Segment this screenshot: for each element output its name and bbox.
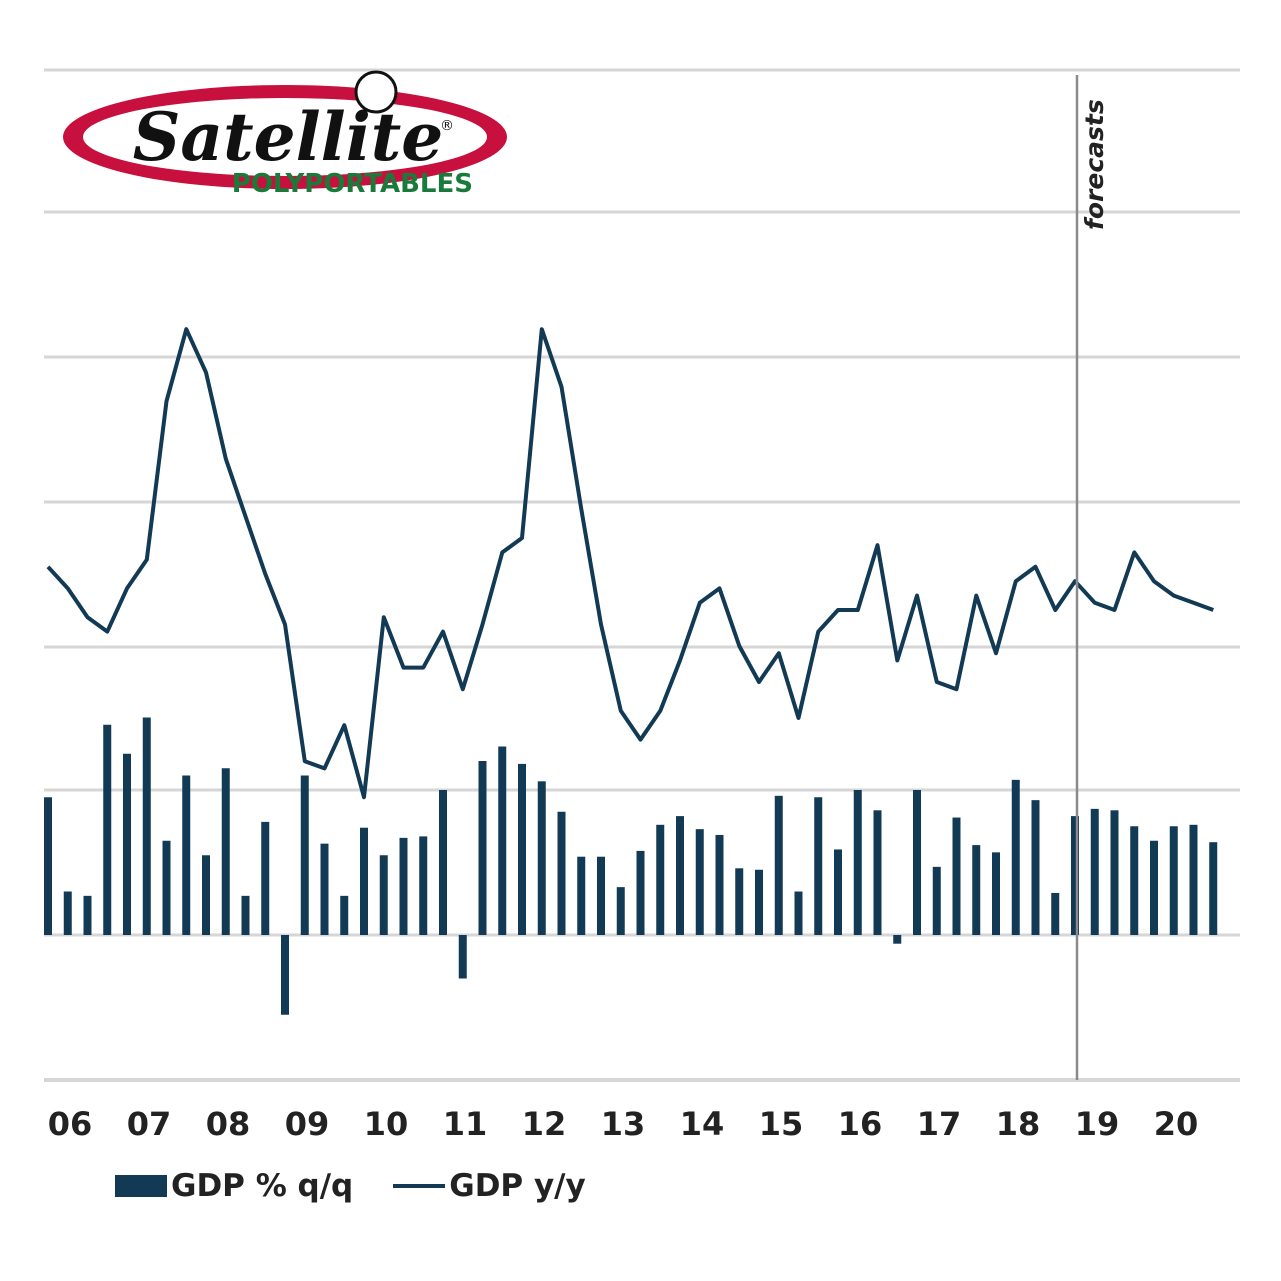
- bar-mark: [932, 866, 941, 935]
- bar-mark: [794, 891, 803, 935]
- bar-mark: [478, 761, 487, 935]
- bar-mark: [992, 852, 1000, 935]
- bar-mark: [162, 840, 171, 935]
- bar-mark: [103, 724, 112, 935]
- x-tick-label: 15: [759, 1105, 804, 1143]
- bar-mark: [518, 763, 526, 935]
- logo-registered: ®: [440, 118, 454, 134]
- bar-mark: [83, 895, 92, 935]
- logo-ring-inner: [83, 98, 487, 176]
- bar-mark: [873, 810, 882, 935]
- bar-mark: [695, 829, 704, 935]
- bar-mark: [399, 837, 408, 935]
- bar-mark: [44, 797, 52, 935]
- bar-mark: [853, 790, 862, 935]
- x-tick-label: 18: [996, 1105, 1041, 1143]
- bar-mark: [1130, 826, 1139, 935]
- bar-mark: [676, 816, 684, 935]
- x-tick-label: 08: [206, 1105, 251, 1143]
- bar-mark: [952, 817, 961, 935]
- bar-mark: [340, 895, 349, 935]
- legend-line-swatch: [393, 1184, 446, 1188]
- forecast-divider: forecasts: [1075, 75, 1109, 1080]
- legend-line-label: GDP y/y: [449, 1168, 586, 1204]
- logo-ball-icon: [354, 70, 398, 114]
- bar-mark: [834, 849, 842, 935]
- bar-mark: [537, 781, 546, 935]
- bar-mark: [202, 855, 210, 935]
- logo-sub: POLYPORTABLES: [232, 169, 473, 199]
- bar-mark: [261, 821, 270, 935]
- bar-mark: [1169, 826, 1178, 935]
- bar-mark: [320, 843, 329, 935]
- bar-mark: [241, 895, 250, 935]
- bar-mark: [498, 746, 507, 935]
- x-tick-label: 07: [127, 1105, 172, 1143]
- bar-mark: [1071, 816, 1079, 935]
- bar-mark: [972, 845, 981, 935]
- bar-mark: [1051, 892, 1060, 935]
- line-series-gdp-yy: [46, 327, 1214, 800]
- bar-mark: [142, 717, 151, 935]
- bar-mark: [557, 811, 566, 935]
- bar-mark: [360, 827, 368, 935]
- bar-mark: [755, 869, 763, 935]
- bar-mark: [913, 790, 921, 935]
- x-tick-label: 12: [522, 1105, 567, 1143]
- legend: GDP % q/q GDP y/y: [115, 1168, 586, 1204]
- bar-mark: [893, 935, 902, 944]
- x-tick-label: 06: [48, 1105, 93, 1143]
- x-tick-label: 13: [601, 1105, 646, 1143]
- bar-mark: [221, 768, 230, 935]
- line-path: [46, 327, 1214, 800]
- x-tick-label: 10: [364, 1105, 409, 1143]
- bar-mark: [1031, 800, 1040, 935]
- x-tick-label: 20: [1154, 1105, 1199, 1143]
- bar-mark: [419, 836, 428, 935]
- bar-mark: [1011, 779, 1020, 935]
- bar-mark: [715, 834, 724, 935]
- bar-mark: [1189, 824, 1198, 935]
- forecast-label: forecasts: [1080, 99, 1109, 230]
- bar-mark: [656, 824, 665, 935]
- bar-mark: [735, 868, 744, 935]
- bar-mark: [636, 850, 645, 935]
- x-tick-label: 19: [1075, 1105, 1120, 1143]
- bar-mark: [616, 887, 625, 935]
- bar-series-gdp-qq: [44, 717, 1218, 1015]
- bar-mark: [1110, 810, 1119, 935]
- bar-mark: [281, 935, 289, 1015]
- x-tick-label: 17: [917, 1105, 962, 1143]
- legend-bar-swatch: [115, 1175, 167, 1197]
- bar-mark: [439, 790, 447, 935]
- logo: Satellite ® POLYPORTABLES: [63, 70, 507, 199]
- bar-mark: [577, 856, 586, 935]
- x-axis-ticks: 06 07 08 09 10 11 12 13 14 15 16 17 18 19 20: [48, 1105, 1199, 1143]
- logo-brand: Satellite: [133, 98, 444, 176]
- bar-mark: [1209, 842, 1218, 935]
- bar-mark: [63, 891, 72, 935]
- bar-mark: [182, 775, 191, 935]
- bar-mark: [597, 856, 605, 935]
- x-tick-label: 11: [443, 1105, 488, 1143]
- bar-mark: [774, 795, 783, 935]
- bar-mark: [814, 797, 823, 935]
- bar-mark: [458, 935, 467, 979]
- legend-bar-label: GDP % q/q: [171, 1168, 354, 1204]
- bar-mark: [1090, 808, 1099, 935]
- bar-mark: [123, 753, 131, 935]
- bar-mark: [300, 775, 309, 935]
- x-tick-label: 09: [285, 1105, 330, 1143]
- x-tick-label: 14: [680, 1105, 725, 1143]
- x-tick-label: 16: [838, 1105, 883, 1143]
- bar-mark: [379, 855, 388, 935]
- bar-mark: [1150, 840, 1158, 935]
